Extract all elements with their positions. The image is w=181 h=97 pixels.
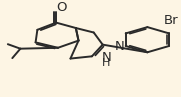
Text: H: H [102, 58, 110, 68]
Text: Br: Br [164, 14, 178, 27]
Text: N: N [115, 40, 125, 53]
Text: N: N [101, 51, 111, 64]
Text: O: O [56, 1, 67, 14]
